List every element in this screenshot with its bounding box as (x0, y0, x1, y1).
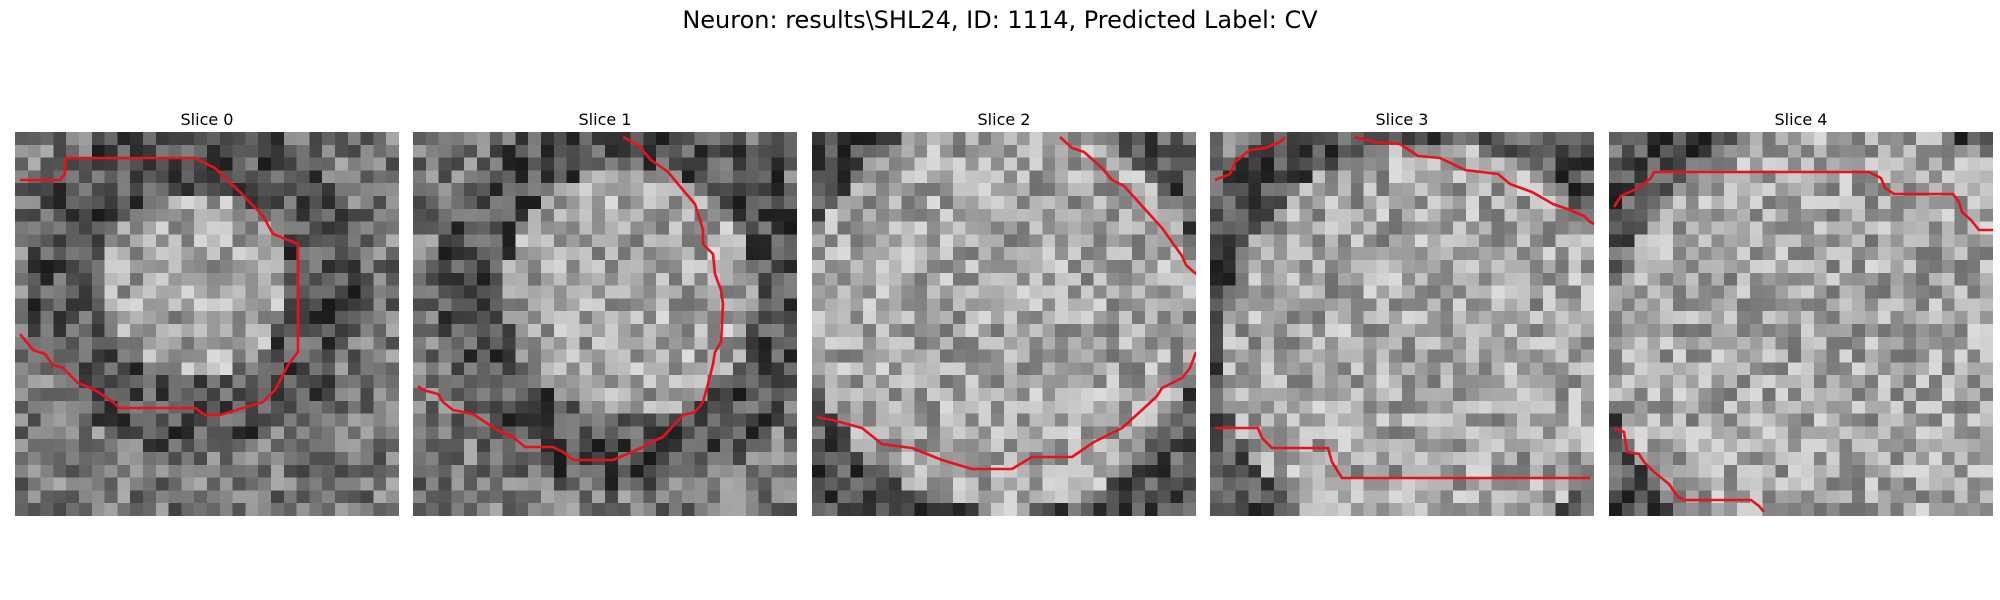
contour-overlay (18, 156, 300, 417)
slice-image (1609, 132, 1993, 516)
contour-overlay (1612, 170, 1993, 513)
slice-image (1210, 132, 1594, 516)
contour-line (417, 135, 725, 462)
grayscale-slice (413, 132, 797, 516)
slice-title: Slice 0 (180, 110, 234, 129)
contour-overlay (417, 135, 725, 462)
figure-title: Neuron: results\SHL24, ID: 1114, Predict… (682, 6, 1318, 34)
grayscale-slice (15, 132, 399, 516)
slice-panel-0: Slice 0 (15, 108, 399, 516)
slice-panel-2: Slice 2 (812, 108, 1196, 516)
contour-line (18, 156, 300, 417)
slice-panel-1: Slice 1 (413, 108, 797, 516)
grayscale-slice (1609, 132, 1993, 516)
slice-title: Slice 4 (1774, 110, 1828, 129)
contour-line (1613, 426, 1765, 513)
slice-title: Slice 2 (977, 110, 1031, 129)
contour-line (1215, 426, 1590, 480)
contour-line (1214, 136, 1286, 182)
slice-panel-4: Slice 4 (1609, 108, 1993, 516)
slice-image (812, 132, 1196, 516)
contour-line (1059, 136, 1196, 275)
slice-title: Slice 3 (1375, 110, 1429, 129)
slice-image (15, 132, 399, 516)
contour-overlay (816, 136, 1196, 471)
contour-line (816, 351, 1196, 471)
slice-panel-3: Slice 3 (1210, 108, 1594, 516)
contour-line (1354, 135, 1594, 226)
slice-title: Slice 1 (578, 110, 632, 129)
contour-overlay (1214, 135, 1594, 480)
grayscale-slice (1210, 132, 1594, 516)
slice-image (413, 132, 797, 516)
contour-line (1612, 170, 1993, 232)
